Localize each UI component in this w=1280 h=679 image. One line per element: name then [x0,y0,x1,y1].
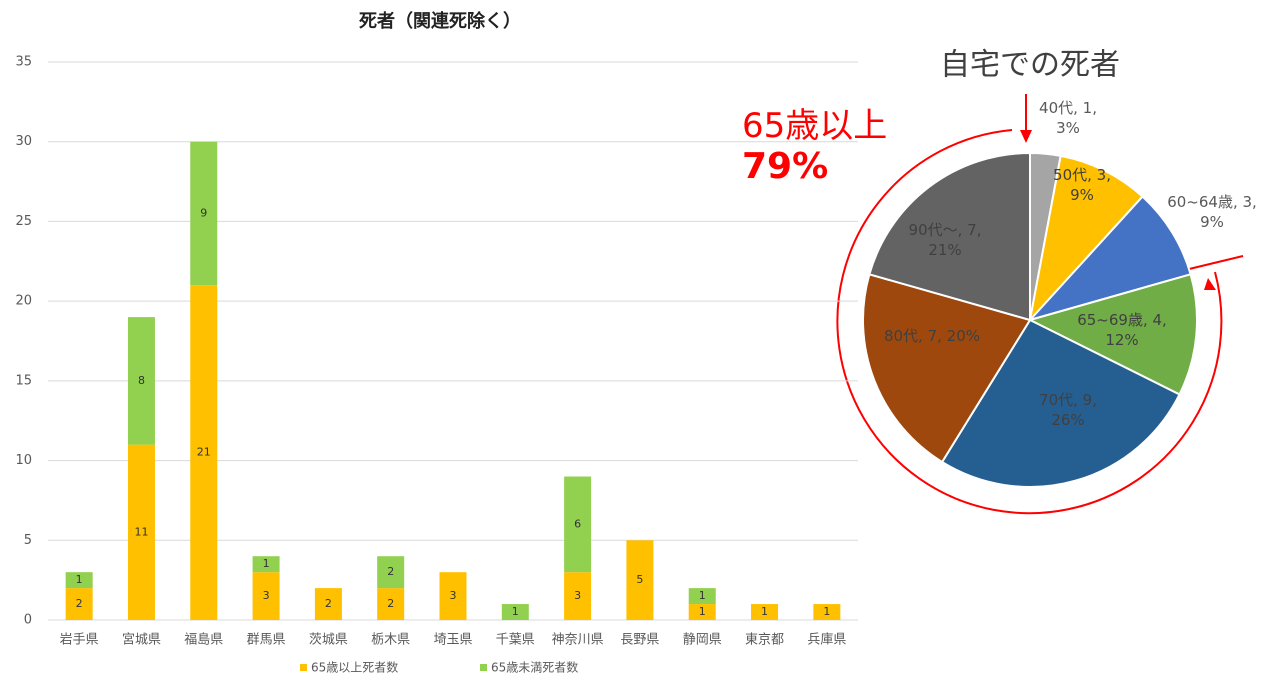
boundary-line [1184,255,1244,271]
y-tick-label: 35 [15,55,32,70]
bar-segment [252,572,280,620]
arrow-head [1020,130,1032,143]
y-tick-label: 25 [15,214,32,229]
x-tick-label: 岩手県 [60,633,99,648]
data-label: 1 [823,605,830,618]
bar-segment [377,556,405,589]
data-label: 1 [76,573,83,586]
data-label: 1 [512,605,519,618]
x-tick-label: 東京都 [745,632,784,648]
legend-swatch [300,664,307,671]
pie-title: 自宅での死者 [940,48,1120,83]
bar-segment [751,604,779,620]
annotation-label: 65歳以上 [742,106,888,146]
x-tick-label: 静岡県 [683,633,722,648]
pie-label: 40代, 1, 3% [1039,98,1097,137]
data-label: 2 [387,597,394,610]
data-label: 21 [197,446,211,459]
pie-slice [862,273,1032,464]
bar-segment [501,604,529,620]
bar-segment [377,588,405,620]
pie-label: 90代～, 7, 21% [908,220,982,259]
data-label: 2 [76,597,83,610]
bar-segment [127,444,155,620]
data-label: 2 [325,597,332,610]
x-tick-label: 兵庫県 [807,633,846,648]
bar-segment [688,588,716,605]
x-tick-label: 宮城県 [122,632,161,648]
pie-label: 50代, 3, 9% [1053,165,1111,204]
y-tick-label: 10 [15,453,32,468]
y-tick-label: 30 [15,134,32,149]
bar-segment [688,604,716,620]
x-tick-label: 千葉県 [496,633,535,648]
bar-segment [564,476,592,573]
y-tick-label: 5 [24,533,32,548]
x-tick-label: 福島県 [184,633,223,648]
y-tick-label: 15 [15,373,32,388]
bar-segment [314,588,342,620]
x-tick-label: 群馬県 [247,633,286,648]
data-label: 1 [263,557,270,570]
x-tick-label: 茨城県 [309,633,348,648]
data-label: 1 [761,605,768,618]
pie-slice [940,318,1181,488]
bar-segment [813,604,841,620]
bar-segment [127,317,155,445]
y-tick-label: 20 [15,294,32,309]
data-label: 5 [636,573,643,586]
pie-slice [1027,273,1198,396]
arrow-head [1204,278,1216,290]
x-tick-label: 長野県 [620,633,659,648]
bar-segment [190,285,218,620]
bar-segment [65,572,93,589]
x-tick-label: 神奈川県 [552,633,604,648]
data-label: 8 [138,374,145,387]
pie-label: 80代, 7, 20% [883,326,981,345]
bar-segment [439,572,467,620]
bar-segment [190,141,218,286]
bar-segment [564,572,592,620]
bar-segment [626,540,654,620]
arc-arrow [836,129,1223,515]
pie-label: 65~69歳, 4, 12% [1077,310,1167,349]
data-label: 1 [699,605,706,618]
bar-segment [65,588,93,620]
pie-label: 70代, 9, 26% [1039,390,1097,429]
data-label: 2 [387,565,394,578]
annotation-value: 79% [742,146,829,187]
data-label: 3 [263,589,270,602]
data-label: 9 [200,206,207,219]
pie-slice [1026,195,1192,322]
pie-slice [868,151,1031,322]
data-label: 11 [134,525,148,538]
pie-slice [1028,154,1144,324]
bar-segment [252,556,280,573]
x-tick-label: 栃木県 [371,633,410,648]
x-tick-label: 埼玉県 [433,633,472,648]
data-label: 6 [574,517,581,530]
data-label: 1 [699,589,706,602]
bar-title: 死者（関連死除く） [359,10,521,32]
pie-label: 60~64歳, 3, 9% [1167,192,1257,231]
y-tick-label: 0 [24,613,32,628]
data-label: 3 [574,589,581,602]
legend-label: 65歳未満死者数 [491,660,578,675]
legend-swatch [480,664,487,671]
legend-label: 65歳以上死者数 [311,660,398,675]
data-label: 3 [450,589,457,602]
